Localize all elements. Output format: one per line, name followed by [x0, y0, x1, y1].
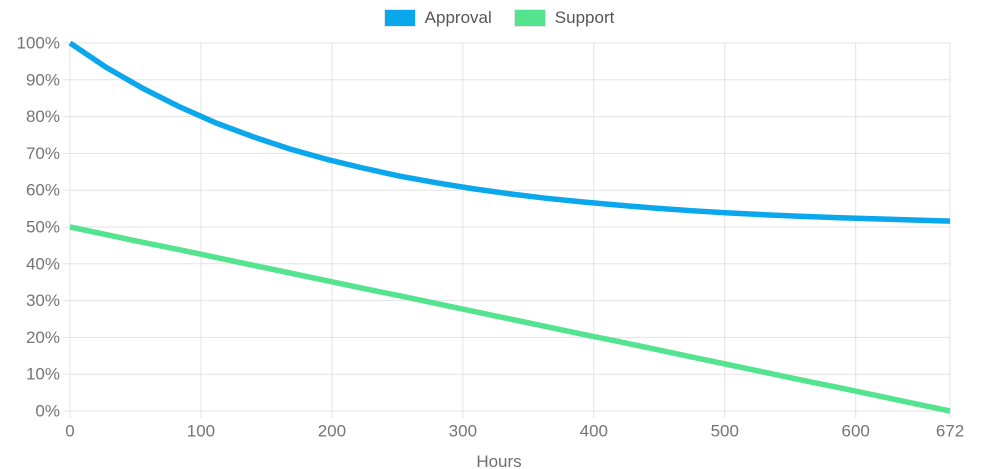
y-tick-label: 60% — [26, 181, 60, 200]
support-line — [69, 224, 951, 414]
y-tick-label: 100% — [17, 34, 60, 53]
y-tick-label: 20% — [26, 328, 60, 347]
y-tick-label: 90% — [26, 70, 60, 89]
legend-item-support[interactable]: Support — [513, 8, 615, 28]
y-tick-label: 50% — [26, 218, 60, 237]
y-tick-label: 10% — [26, 365, 60, 384]
y-tick-label: 0% — [35, 402, 60, 421]
axis-tick-labels: 0% 10% 20% 30% 40% 50% 60% 70% 80% 90% 100% 0 100 200… — [17, 34, 965, 441]
axis-ticks — [63, 42, 951, 418]
support-legend-swatch — [513, 9, 546, 27]
x-tick-label: 100 — [187, 422, 215, 441]
x-tick-label: 200 — [318, 422, 346, 441]
support-legend-label: Support — [554, 8, 615, 27]
y-tick-label: 30% — [26, 291, 60, 310]
x-tick-label: 300 — [449, 422, 477, 441]
y-tick-label: 80% — [26, 107, 60, 126]
approval-legend-swatch — [383, 9, 416, 27]
x-axis-title: Hours — [476, 452, 522, 469]
y-tick-label: 70% — [26, 144, 60, 163]
gridlines — [69, 42, 951, 412]
x-tick-label: 0 — [65, 422, 74, 441]
y-tick-label: 40% — [26, 254, 60, 273]
x-tick-label: 400 — [580, 422, 608, 441]
approval-line — [68, 40, 951, 224]
legend-item-approval[interactable]: Approval — [383, 8, 492, 28]
chart-legend: Approval Support — [0, 8, 998, 28]
approval-legend-label: Approval — [424, 8, 492, 27]
x-tick-label: 500 — [711, 422, 739, 441]
x-tick-label: 672 — [936, 422, 964, 441]
series-lines — [68, 40, 951, 414]
x-tick-label: 600 — [842, 422, 870, 441]
